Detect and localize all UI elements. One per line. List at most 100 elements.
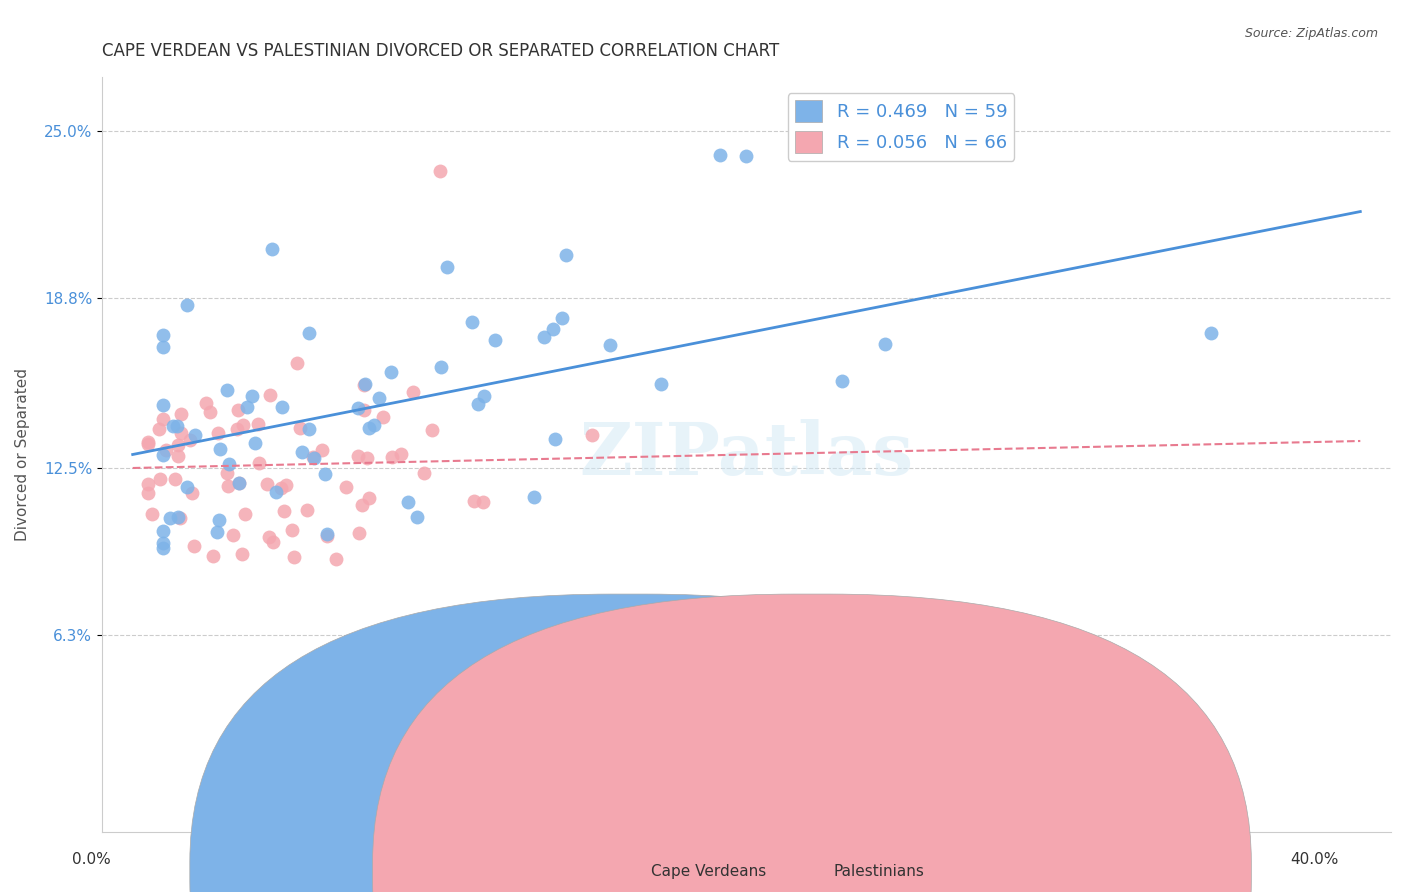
Cape Verdeans [298, 422, 321, 436]
Palestinians [420, 423, 443, 437]
Palestinians [170, 426, 193, 441]
Y-axis label: Divorced or Separated: Divorced or Separated [15, 368, 30, 541]
Cape Verdeans [208, 513, 231, 527]
Palestinians [167, 450, 190, 464]
Palestinians [347, 450, 370, 464]
Cape Verdeans [735, 149, 758, 163]
Cape Verdeans [523, 490, 546, 504]
Text: 40.0%: 40.0% [1291, 852, 1339, 867]
Cape Verdeans [354, 376, 377, 391]
Cape Verdeans [176, 480, 198, 494]
Text: Source: ZipAtlas.com: Source: ZipAtlas.com [1244, 27, 1378, 40]
Palestinians [215, 467, 238, 481]
Palestinians [163, 472, 186, 486]
Cape Verdeans [709, 148, 731, 162]
Cape Verdeans [298, 326, 321, 341]
Palestinians [232, 418, 254, 433]
Palestinians [136, 485, 159, 500]
Cape Verdeans [396, 495, 419, 509]
Cape Verdeans [162, 418, 184, 433]
Cape Verdeans [217, 383, 239, 397]
Palestinians [217, 478, 239, 492]
Palestinians [281, 523, 304, 537]
Palestinians [180, 485, 202, 500]
Palestinians [274, 477, 297, 491]
Cape Verdeans [264, 484, 287, 499]
Palestinians [353, 403, 375, 417]
Palestinians [166, 438, 188, 452]
Cape Verdeans [875, 337, 897, 351]
Cape Verdeans [152, 524, 174, 538]
Palestinians [389, 447, 412, 461]
Cape Verdeans [152, 398, 174, 412]
Palestinians [297, 503, 319, 517]
Cape Verdeans [436, 260, 458, 274]
Cape Verdeans [599, 338, 621, 352]
Palestinians [256, 477, 278, 491]
Cape Verdeans [368, 391, 391, 405]
Palestinians [347, 526, 370, 541]
Cape Verdeans [650, 377, 672, 392]
Cape Verdeans [184, 428, 207, 442]
Palestinians [228, 403, 250, 417]
Palestinians [207, 426, 229, 441]
Cape Verdeans [316, 526, 339, 541]
Cape Verdeans [166, 419, 188, 434]
Cape Verdeans [472, 389, 495, 403]
Cape Verdeans [544, 432, 567, 446]
Palestinians [316, 529, 339, 543]
Cape Verdeans [302, 450, 325, 465]
Palestinians [202, 549, 225, 564]
Cape Verdeans [347, 401, 370, 415]
Text: ZIPatlas: ZIPatlas [579, 419, 914, 490]
Palestinians [231, 547, 253, 561]
Palestinians [285, 356, 308, 370]
Cape Verdeans [152, 448, 174, 462]
Palestinians [463, 494, 485, 508]
Cape Verdeans [236, 400, 259, 414]
Palestinians [302, 450, 325, 464]
Cape Verdeans [159, 511, 181, 525]
Cape Verdeans [429, 359, 451, 374]
Cape Verdeans [240, 389, 263, 403]
Cape Verdeans [152, 341, 174, 355]
Cape Verdeans [1199, 326, 1222, 340]
Palestinians [136, 436, 159, 450]
Palestinians [225, 422, 247, 436]
Cape Verdeans [243, 436, 266, 450]
Palestinians [581, 427, 603, 442]
Palestinians [194, 396, 217, 410]
Palestinians [149, 471, 172, 485]
Palestinians [247, 457, 270, 471]
Cape Verdeans [380, 365, 402, 379]
Palestinians [148, 422, 170, 436]
Palestinians [335, 480, 357, 494]
Cape Verdeans [207, 525, 229, 540]
Palestinians [169, 511, 191, 525]
Cape Verdeans [461, 315, 484, 329]
Palestinians [311, 442, 333, 457]
Palestinians [246, 417, 269, 431]
Palestinians [489, 717, 512, 731]
Palestinians [262, 534, 284, 549]
Text: 0.0%: 0.0% [72, 852, 111, 867]
Palestinians [228, 476, 250, 491]
Cape Verdeans [209, 442, 232, 456]
Cape Verdeans [554, 248, 576, 262]
Palestinians [356, 451, 378, 466]
Palestinians [198, 405, 221, 419]
Palestinians [141, 508, 163, 522]
Palestinians [353, 378, 375, 392]
Cape Verdeans [262, 242, 284, 256]
Palestinians [233, 507, 256, 521]
Cape Verdeans [152, 541, 174, 555]
Text: Palestinians: Palestinians [834, 864, 925, 879]
Palestinians [471, 495, 494, 509]
Palestinians [429, 164, 451, 178]
Cape Verdeans [551, 310, 574, 325]
Cape Verdeans [271, 401, 294, 415]
Cape Verdeans [152, 328, 174, 343]
Cape Verdeans [533, 330, 555, 344]
Palestinians [381, 450, 404, 464]
Cape Verdeans [405, 509, 427, 524]
